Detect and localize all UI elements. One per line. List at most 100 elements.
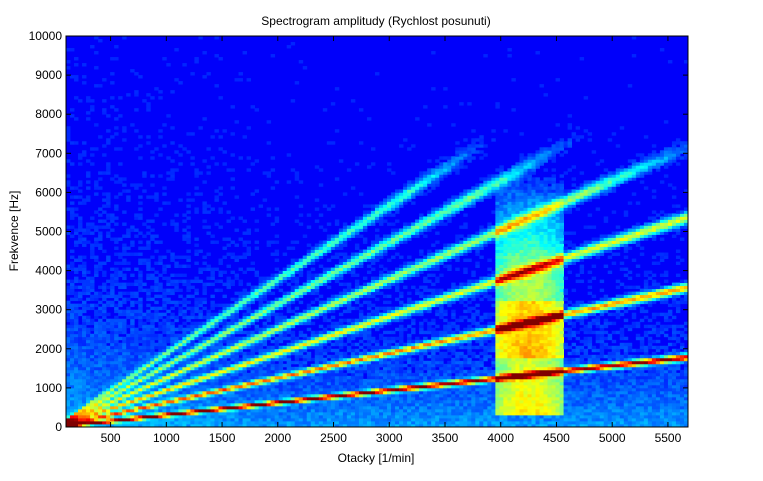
heatmap-cell bbox=[94, 303, 99, 308]
heatmap-cell bbox=[110, 387, 115, 392]
heatmap-cell bbox=[70, 249, 75, 253]
heatmap-cell bbox=[274, 276, 280, 281]
heatmap-cell bbox=[387, 240, 392, 244]
heatmap-cell bbox=[166, 378, 171, 383]
heatmap-cell bbox=[174, 393, 179, 398]
heatmap-cell bbox=[370, 294, 376, 299]
heatmap-cell bbox=[415, 231, 420, 235]
heatmap-cell bbox=[302, 408, 308, 413]
heatmap-cell bbox=[342, 414, 348, 419]
heatmap-cell bbox=[342, 330, 348, 335]
heatmap-cell bbox=[66, 414, 71, 419]
heatmap-cell bbox=[262, 390, 268, 395]
heatmap-cell bbox=[366, 336, 372, 341]
heatmap-cell bbox=[98, 306, 103, 311]
heatmap-cell bbox=[234, 393, 239, 398]
heatmap-cell bbox=[110, 372, 115, 377]
heatmap-cell bbox=[366, 255, 372, 259]
heatmap-cell bbox=[387, 330, 392, 335]
heatmap-cell bbox=[270, 360, 276, 365]
heatmap-cell bbox=[86, 393, 91, 398]
heatmap-cell bbox=[158, 174, 163, 178]
heatmap-cell bbox=[126, 312, 131, 317]
heatmap-cell bbox=[342, 294, 348, 299]
heatmap-cell bbox=[154, 369, 159, 374]
heatmap-cell bbox=[238, 387, 243, 392]
heatmap-cell bbox=[274, 423, 280, 428]
heatmap-cell bbox=[374, 204, 380, 208]
heatmap-cell bbox=[210, 327, 215, 332]
heatmap-cell bbox=[358, 303, 364, 308]
heatmap-cell bbox=[190, 387, 195, 392]
heatmap-cell bbox=[411, 225, 416, 229]
heatmap-cell bbox=[122, 282, 127, 287]
heatmap-cell bbox=[366, 315, 372, 320]
heatmap-cell bbox=[290, 321, 296, 326]
heatmap-cell bbox=[142, 384, 147, 389]
heatmap-cell bbox=[290, 324, 296, 329]
heatmap-cell bbox=[142, 342, 147, 347]
heatmap-cell bbox=[118, 273, 123, 278]
heatmap-cell bbox=[110, 177, 115, 181]
heatmap-cell bbox=[222, 321, 227, 326]
heatmap-cell bbox=[134, 384, 139, 389]
heatmap-cell bbox=[278, 390, 284, 395]
heatmap-cell bbox=[138, 231, 143, 235]
heatmap-cell bbox=[395, 387, 400, 392]
heatmap-cell bbox=[334, 339, 340, 344]
heatmap-cell bbox=[379, 333, 384, 338]
heatmap-cell bbox=[314, 399, 320, 404]
heatmap-cell bbox=[182, 411, 187, 416]
heatmap-cell bbox=[387, 294, 392, 299]
heatmap-cell bbox=[150, 183, 155, 187]
heatmap-cell bbox=[322, 348, 328, 353]
heatmap-cell bbox=[170, 336, 175, 341]
heatmap-cell bbox=[338, 399, 344, 404]
heatmap-cell bbox=[118, 366, 123, 371]
heatmap-cell bbox=[186, 198, 191, 202]
heatmap-cell bbox=[146, 297, 151, 302]
heatmap-cell bbox=[90, 231, 95, 235]
heatmap-cell bbox=[190, 369, 195, 374]
heatmap-cell bbox=[90, 357, 95, 362]
heatmap-cell bbox=[318, 264, 324, 268]
heatmap-cell bbox=[354, 351, 360, 356]
heatmap-cell bbox=[258, 381, 264, 386]
heatmap-cell bbox=[82, 282, 87, 287]
heatmap-cell bbox=[162, 144, 167, 148]
heatmap-cell bbox=[379, 249, 384, 253]
heatmap-cell bbox=[190, 357, 195, 362]
heatmap-cell bbox=[246, 375, 251, 380]
heatmap-cell bbox=[134, 213, 139, 217]
heatmap-cell bbox=[138, 333, 143, 338]
heatmap-cell bbox=[338, 267, 344, 271]
heatmap-cell bbox=[274, 366, 280, 371]
heatmap-cell bbox=[354, 294, 360, 299]
heatmap-cell bbox=[110, 321, 115, 326]
heatmap-cell bbox=[118, 312, 123, 317]
heatmap-cell bbox=[106, 129, 111, 133]
heatmap-cell bbox=[146, 240, 151, 244]
heatmap-cell bbox=[338, 243, 344, 247]
heatmap-cell bbox=[110, 396, 115, 401]
heatmap-cell bbox=[102, 348, 107, 353]
heatmap-cell bbox=[206, 423, 211, 428]
heatmap-cell bbox=[146, 276, 151, 281]
heatmap-cell bbox=[294, 294, 300, 299]
heatmap-cell bbox=[379, 369, 384, 374]
heatmap-cell bbox=[94, 411, 99, 416]
heatmap-cell bbox=[66, 375, 71, 380]
heatmap-cell bbox=[110, 402, 115, 407]
heatmap-cell bbox=[419, 300, 424, 305]
heatmap-cell bbox=[250, 207, 255, 211]
heatmap-cell bbox=[122, 387, 127, 392]
heatmap-cell bbox=[427, 393, 432, 398]
heatmap-cell bbox=[266, 207, 272, 211]
heatmap-cell bbox=[358, 372, 364, 377]
heatmap-cell bbox=[423, 390, 428, 395]
heatmap-cell bbox=[114, 297, 119, 302]
heatmap-cell bbox=[218, 354, 223, 359]
heatmap-cell bbox=[314, 417, 320, 422]
heatmap-cell bbox=[354, 291, 360, 296]
heatmap-cell bbox=[234, 315, 239, 320]
